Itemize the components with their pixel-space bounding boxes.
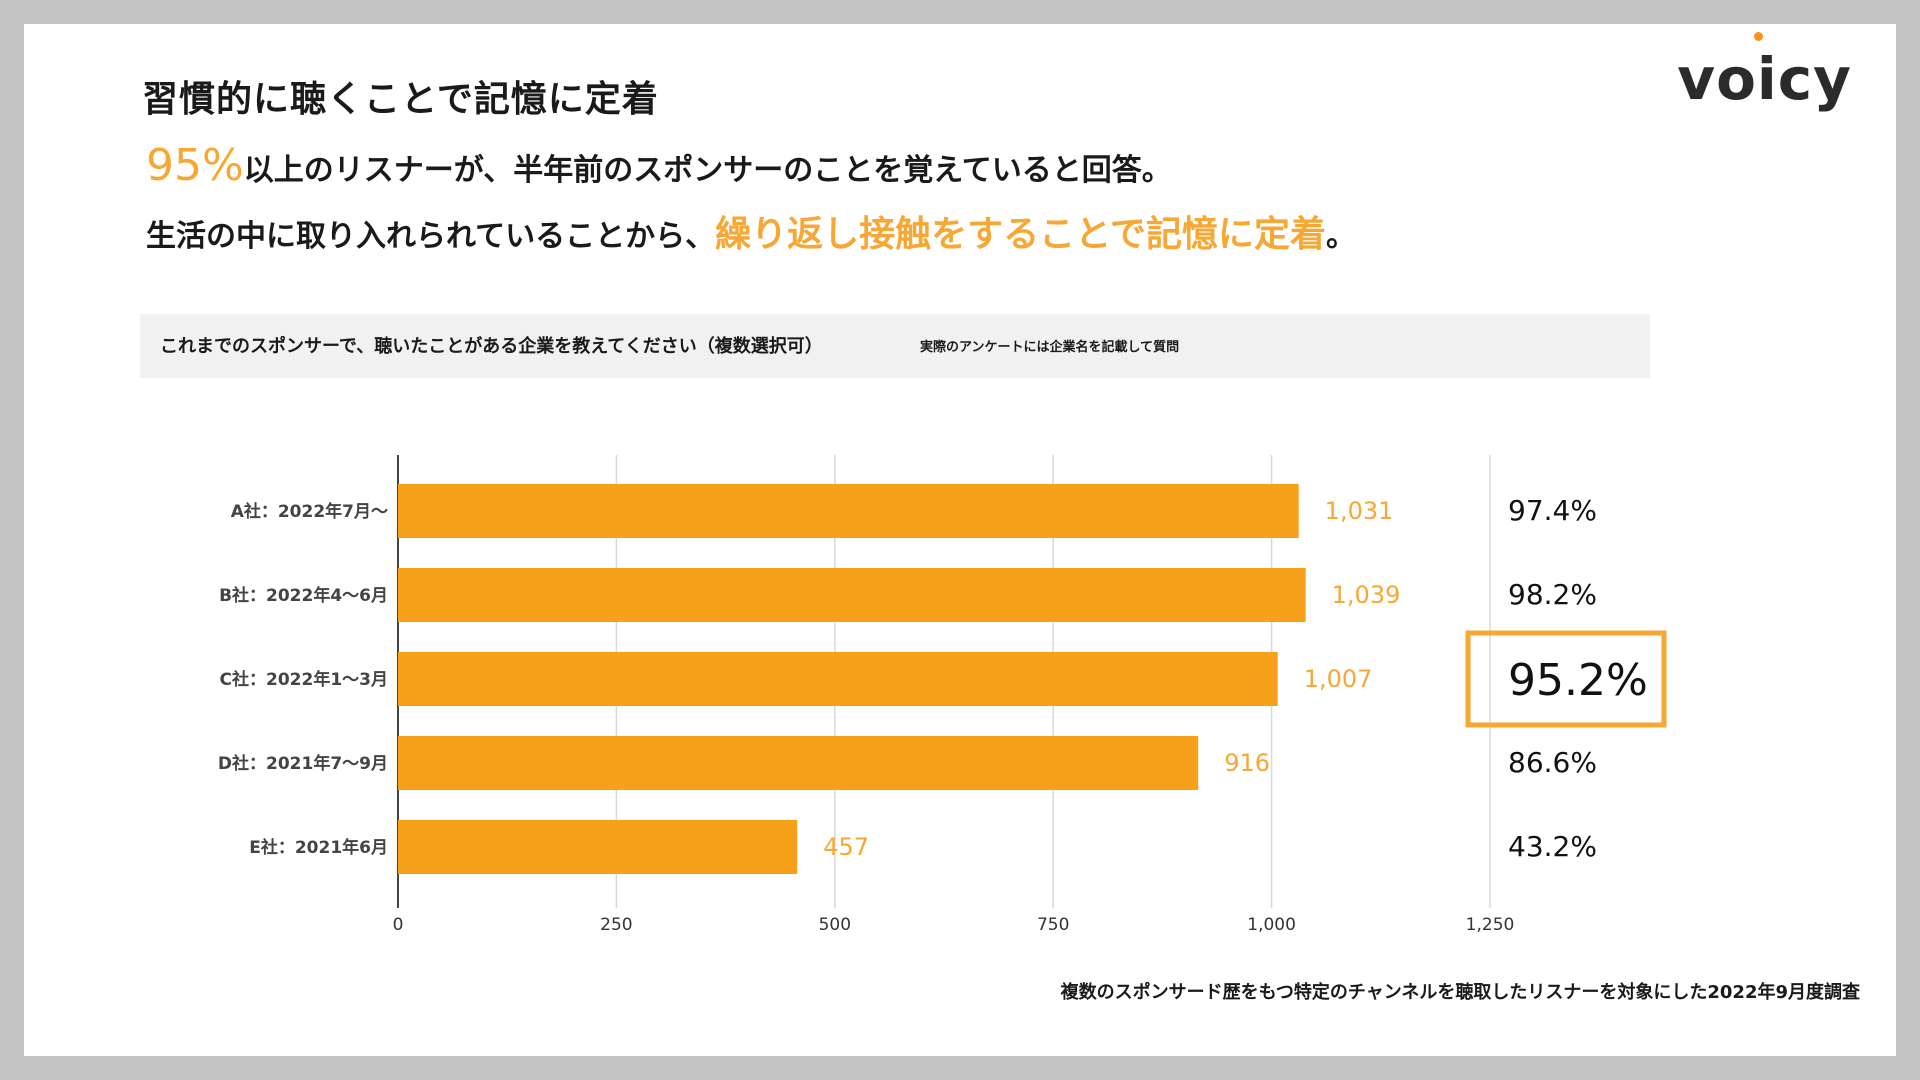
lead-line-1-text: 以上のリスナーが、半年前のスポンサーのことを覚えていると回答。 <box>243 153 1172 188</box>
x-tick-label: 250 <box>600 915 632 935</box>
lead-line-2-text: 生活の中に取り入れられていることから、 <box>146 219 716 254</box>
lead-line-2-end: 。 <box>1326 219 1357 254</box>
x-tick-label: 1,250 <box>1466 915 1515 935</box>
percentage-label: 98.2% <box>1508 578 1597 611</box>
lead-line-2: 生活の中に取り入れられていることから、繰り返し接触をすることで記憶に定着。 <box>146 205 1356 257</box>
slide: 習慣的に聴くことで記憶に定着 voicy <box>24 24 1896 1056</box>
bar <box>398 484 1299 538</box>
survey-question: これまでのスポンサーで、聴いたことがある企業を教えてください（複数選択可） <box>160 336 823 357</box>
x-tick-label: 500 <box>819 915 851 935</box>
bar-value-label: 916 <box>1224 749 1270 777</box>
y-category-label: D社：2021年7〜9月 <box>218 753 388 774</box>
percentage-label: 86.6% <box>1508 746 1597 779</box>
lead-line-1: 95%以上のリスナーが、半年前のスポンサーのことを覚えていると回答。 <box>146 140 1172 191</box>
voicy-logo: voicy <box>1677 45 1852 113</box>
lead-line-2-highlight: 繰り返し接触をすることで記憶に定着 <box>715 214 1327 255</box>
highlight-box <box>1465 630 1667 728</box>
survey-footnote: 複数のスポンサード歴をもつ特定のチャンネルを聴取したリスナーを対象にした2022… <box>1060 982 1860 1003</box>
bar-value-label: 457 <box>823 833 869 861</box>
y-category-label: B社：2022年4〜6月 <box>219 585 388 606</box>
lead-highlight-percent: 95% <box>146 140 244 191</box>
page-title: 習慣的に聴くことで記憶に定着 <box>142 79 659 120</box>
percentage-label: 97.4% <box>1508 494 1597 527</box>
y-category-label: C社：2022年1〜3月 <box>220 669 388 690</box>
percentage-column: 97.4% 98.2% 95.2% 86.6% 43.2% <box>1465 494 1667 863</box>
y-category-label: E社：2021年6月 <box>249 837 388 858</box>
bar <box>398 568 1306 622</box>
survey-question-note: 実際のアンケートには企業名を記載して質問 <box>920 340 1180 355</box>
x-tick-label: 0 <box>393 915 404 935</box>
percentage-label: 43.2% <box>1508 830 1597 863</box>
bar-value-label: 1,039 <box>1332 581 1401 609</box>
percentage-label: 95.2% <box>1508 655 1648 706</box>
x-tick-label: 1,000 <box>1247 915 1296 935</box>
chart-bars: 1,031 1,039 1,007 916 457 <box>398 484 1400 874</box>
x-tick-label: 750 <box>1037 915 1069 935</box>
bar-value-label: 1,031 <box>1325 497 1394 525</box>
y-category-label: A社：2022年7月〜 <box>231 501 388 522</box>
bar <box>398 820 798 874</box>
chart-axis: 0 250 500 750 1,000 1,250 A社：2022年7月〜 B社：2022年4… <box>218 501 1514 935</box>
bar <box>398 652 1278 706</box>
survey-question-box: これまでのスポンサーで、聴いたことがある企業を教えてください（複数選択可） 実際… <box>140 314 1650 378</box>
logo-dot-icon <box>1754 32 1763 41</box>
bar-value-label: 1,007 <box>1304 665 1373 693</box>
bar <box>398 736 1199 790</box>
